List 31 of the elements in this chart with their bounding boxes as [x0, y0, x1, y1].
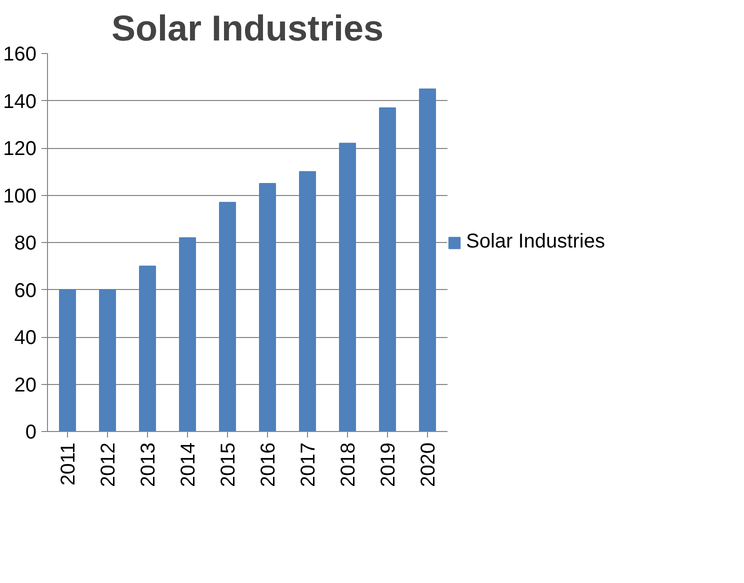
- x-tick-label: 2011: [58, 442, 80, 486]
- bar: [99, 289, 116, 432]
- chart-title: Solar Industries: [111, 8, 384, 48]
- y-tick-label: 100: [3, 185, 37, 208]
- x-tick-label: 2017: [298, 442, 320, 487]
- bar: [219, 202, 236, 432]
- y-tick-label: 80: [14, 232, 37, 254]
- y-tick-label: 40: [14, 327, 37, 349]
- x-tick-label: 2014: [178, 442, 200, 487]
- bar: [339, 142, 356, 432]
- bar: [139, 266, 156, 432]
- bar: [59, 289, 76, 432]
- y-tick-label: 20: [14, 374, 37, 396]
- x-tick-label: 2013: [138, 442, 160, 487]
- x-tick-label: 2020: [418, 442, 440, 487]
- bar: [179, 237, 196, 432]
- bar: [259, 182, 276, 432]
- bar: [379, 107, 396, 432]
- y-tick-label: 0: [25, 422, 36, 444]
- y-tick-label: 160: [3, 44, 37, 66]
- legend-label: Solar Industries: [466, 230, 605, 254]
- bar: [419, 88, 436, 432]
- y-tick-label: 140: [3, 90, 37, 113]
- y-tick-label: 120: [3, 138, 37, 160]
- y-tick-label: 60: [14, 280, 37, 302]
- x-tick-label: 2016: [258, 442, 280, 487]
- bar: [299, 171, 316, 432]
- x-tick-label: 2015: [218, 442, 240, 487]
- x-tick-label: 2019: [378, 442, 400, 487]
- x-tick-label: 2012: [98, 442, 120, 487]
- x-tick-label: 2018: [338, 442, 360, 487]
